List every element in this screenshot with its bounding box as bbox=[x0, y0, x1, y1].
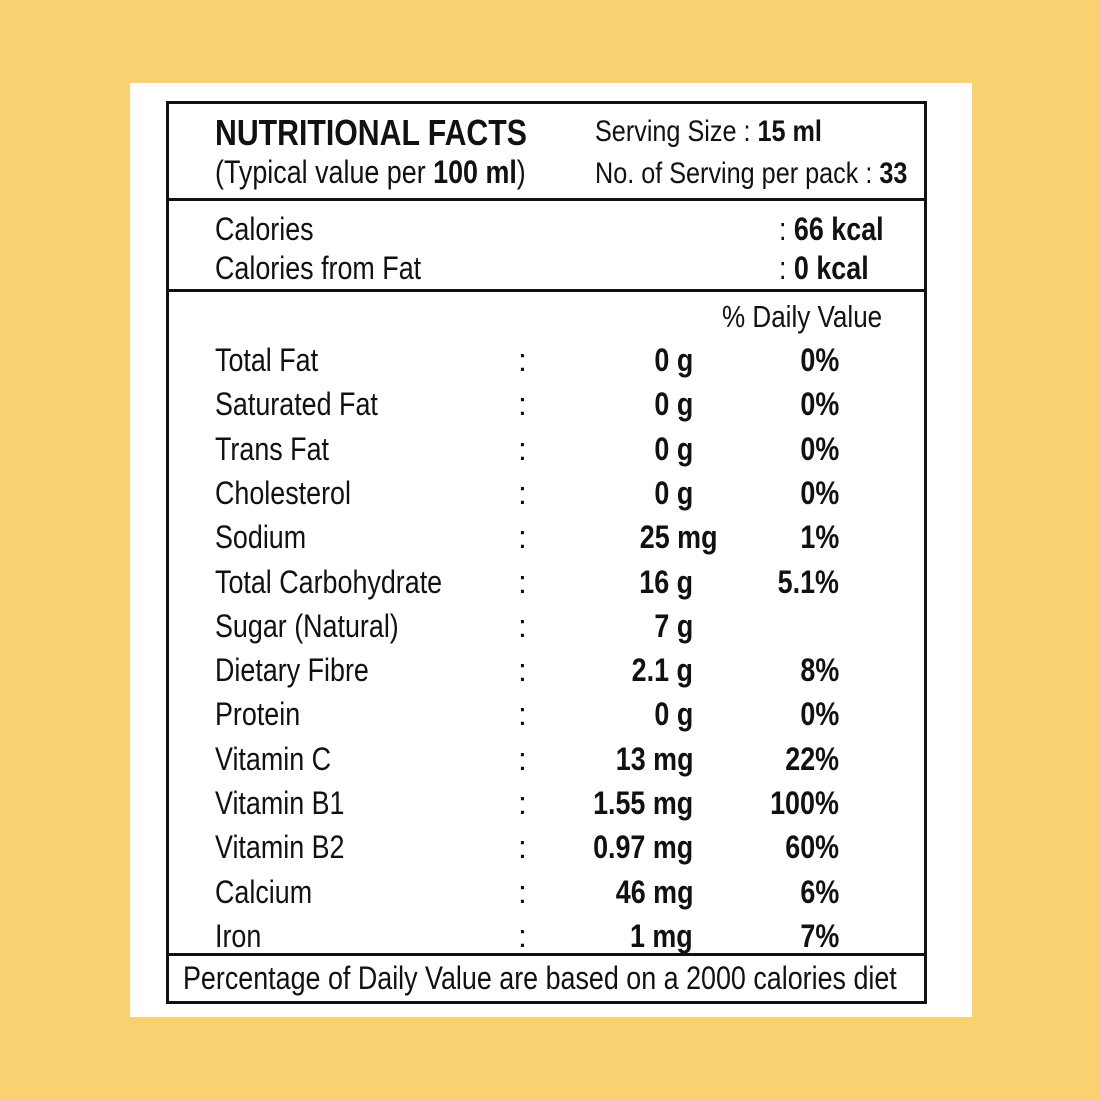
nutrient-colon: : bbox=[518, 740, 527, 777]
calories-from-fat-label: Calories from Fat bbox=[215, 250, 422, 286]
calories-value: : 66 kcal bbox=[779, 211, 884, 247]
table-subtitle: (Typical value per 100 ml) bbox=[215, 154, 585, 190]
label-card: NUTRITIONAL FACTS (Typical value per 100… bbox=[130, 83, 972, 1017]
servings-per-pack-value: 33 bbox=[879, 157, 908, 190]
nutrient-name: Iron bbox=[215, 917, 262, 954]
nutrient-amount: 0 g bbox=[654, 386, 693, 423]
footer-section: Percentage of Daily Value are based on a… bbox=[169, 956, 924, 1001]
nutrient-daily-value: 8% bbox=[800, 652, 839, 689]
calories-row: Calories : 66 kcal bbox=[215, 209, 915, 249]
nutrients-section: % Daily Value Total Fat:0 g 0% Saturated F… bbox=[169, 292, 924, 956]
nutrient-daily-value: 6% bbox=[800, 873, 839, 910]
table-title: NUTRITIONAL FACTS bbox=[215, 112, 527, 153]
serving-size-value: 15 ml bbox=[757, 115, 822, 148]
nutrient-row: Total Carbohydrate: 16 g 5.1% bbox=[169, 560, 924, 604]
nutrient-name: Vitamin B2 bbox=[215, 829, 345, 866]
nutrient-name: Total Carbohydrate bbox=[215, 563, 443, 600]
nutrient-daily-value: 0% bbox=[800, 430, 839, 467]
nutrient-name: Vitamin B1 bbox=[215, 785, 345, 821]
nutrient-daily-value: 7% bbox=[800, 917, 839, 954]
subtitle-suffix: ) bbox=[516, 154, 526, 190]
nutrient-row: Vitamin C: 13 mg 22% bbox=[169, 737, 924, 781]
nutrient-row: Iron: 1 mg 7% bbox=[169, 914, 924, 958]
header-section: NUTRITIONAL FACTS (Typical value per 100… bbox=[169, 104, 924, 201]
nutrient-name: Dietary Fibre bbox=[215, 652, 369, 689]
nutrient-colon: : bbox=[518, 474, 527, 511]
nutrient-row: Saturated Fat: 0 g 0% bbox=[169, 382, 924, 426]
nutrient-row: Sugar (Natural): 7 g bbox=[169, 604, 924, 648]
calories-from-fat-row: Calories from Fat : 0 kcal bbox=[215, 248, 915, 288]
nutrient-name: Sodium bbox=[215, 519, 307, 556]
nutrient-amount: 0 g bbox=[654, 342, 693, 378]
nutrient-colon: : bbox=[518, 785, 527, 821]
nutrient-colon: : bbox=[518, 342, 527, 378]
subtitle-prefix: (Typical value per bbox=[215, 154, 434, 190]
nutrient-row: Vitamin B2: 0.97 mg 60% bbox=[169, 825, 924, 869]
nutrient-amount: 0 g bbox=[654, 474, 693, 511]
nutrient-row: Sodium: 25 mg 1% bbox=[169, 515, 924, 559]
nutrient-colon: : bbox=[518, 563, 527, 600]
nutrient-daily-value: 22% bbox=[785, 740, 839, 777]
nutrient-daily-value: 100% bbox=[770, 785, 839, 821]
footer-note: Percentage of Daily Value are based on a… bbox=[183, 960, 897, 996]
calories-label: Calories bbox=[215, 211, 314, 247]
nutrient-amount: 46 mg bbox=[615, 873, 693, 910]
nutrient-amount: 16 g bbox=[639, 563, 693, 600]
nutrient-amount: 1 mg bbox=[630, 917, 693, 954]
nutrient-amount: 13 mg bbox=[615, 740, 693, 777]
nutrient-colon: : bbox=[518, 386, 527, 423]
nutrient-colon: : bbox=[518, 607, 527, 644]
nutrient-amount: 25 mg bbox=[639, 519, 717, 556]
serving-size-label: Serving Size : bbox=[595, 115, 758, 148]
calories-from-fat-value: : 0 kcal bbox=[779, 250, 869, 286]
nutrient-daily-value: 0% bbox=[800, 696, 839, 733]
nutrient-amount: 1.55 mg bbox=[592, 785, 693, 821]
nutrient-amount: 0 g bbox=[654, 430, 693, 467]
nutrient-colon: : bbox=[518, 430, 527, 467]
nutrient-daily-value: 0% bbox=[800, 342, 839, 378]
nutrient-colon: : bbox=[518, 696, 527, 733]
nutrient-name: Saturated Fat bbox=[215, 386, 378, 423]
nutrient-colon: : bbox=[518, 519, 527, 556]
nutrient-row: Calcium: 46 mg 6% bbox=[169, 870, 924, 914]
nutrient-name: Vitamin C bbox=[215, 740, 332, 777]
nutrient-colon: : bbox=[518, 873, 527, 910]
nutrient-daily-value: 5.1% bbox=[777, 563, 839, 600]
nutrient-amount: 2.1 g bbox=[631, 652, 693, 689]
nutrient-daily-value: 1% bbox=[800, 519, 839, 556]
nutrient-daily-value: 0% bbox=[800, 386, 839, 423]
nutrient-colon: : bbox=[518, 652, 527, 689]
servings-per-pack-label: No. of Serving per pack : bbox=[595, 157, 880, 190]
nutrient-row: Cholesterol: 0 g 0% bbox=[169, 471, 924, 515]
nutrition-facts-table: NUTRITIONAL FACTS (Typical value per 100… bbox=[166, 101, 927, 1004]
nutrient-daily-value: 60% bbox=[785, 829, 839, 866]
nutrient-name: Trans Fat bbox=[215, 430, 330, 467]
nutrient-colon: : bbox=[518, 917, 527, 954]
nutrient-amount: 0 g bbox=[654, 696, 693, 733]
nutrient-name: Sugar (Natural) bbox=[215, 607, 399, 644]
nutrient-name: Total Fat bbox=[215, 342, 319, 378]
nutrient-row: Protein: 0 g 0% bbox=[169, 692, 924, 736]
nutrient-amount: 0.97 mg bbox=[592, 829, 693, 866]
nutrient-colon: : bbox=[518, 829, 527, 866]
servings-per-pack: No. of Serving per pack : 33 bbox=[595, 156, 967, 192]
subtitle-amount: 100 ml bbox=[433, 154, 517, 190]
serving-size: Serving Size : 15 ml bbox=[595, 114, 865, 150]
nutrient-row: Dietary Fibre: 2.1 g 8% bbox=[169, 648, 924, 692]
calories-section: Calories : 66 kcal Calories from Fat : 0… bbox=[169, 201, 924, 292]
nutrient-name: Protein bbox=[215, 696, 301, 733]
nutrient-name: Calcium bbox=[215, 873, 313, 910]
nutrient-amount: 7 g bbox=[654, 607, 693, 644]
nutrient-row: Total Fat: 0 g 0% bbox=[169, 338, 924, 382]
daily-value-header: % Daily Value bbox=[722, 299, 883, 334]
nutrient-row: Vitamin B1: 1.55 mg 100% bbox=[169, 781, 924, 825]
nutrient-daily-value: 0% bbox=[800, 474, 839, 511]
nutrient-name: Cholesterol bbox=[215, 474, 351, 511]
nutrient-row: Trans Fat: 0 g 0% bbox=[169, 427, 924, 471]
